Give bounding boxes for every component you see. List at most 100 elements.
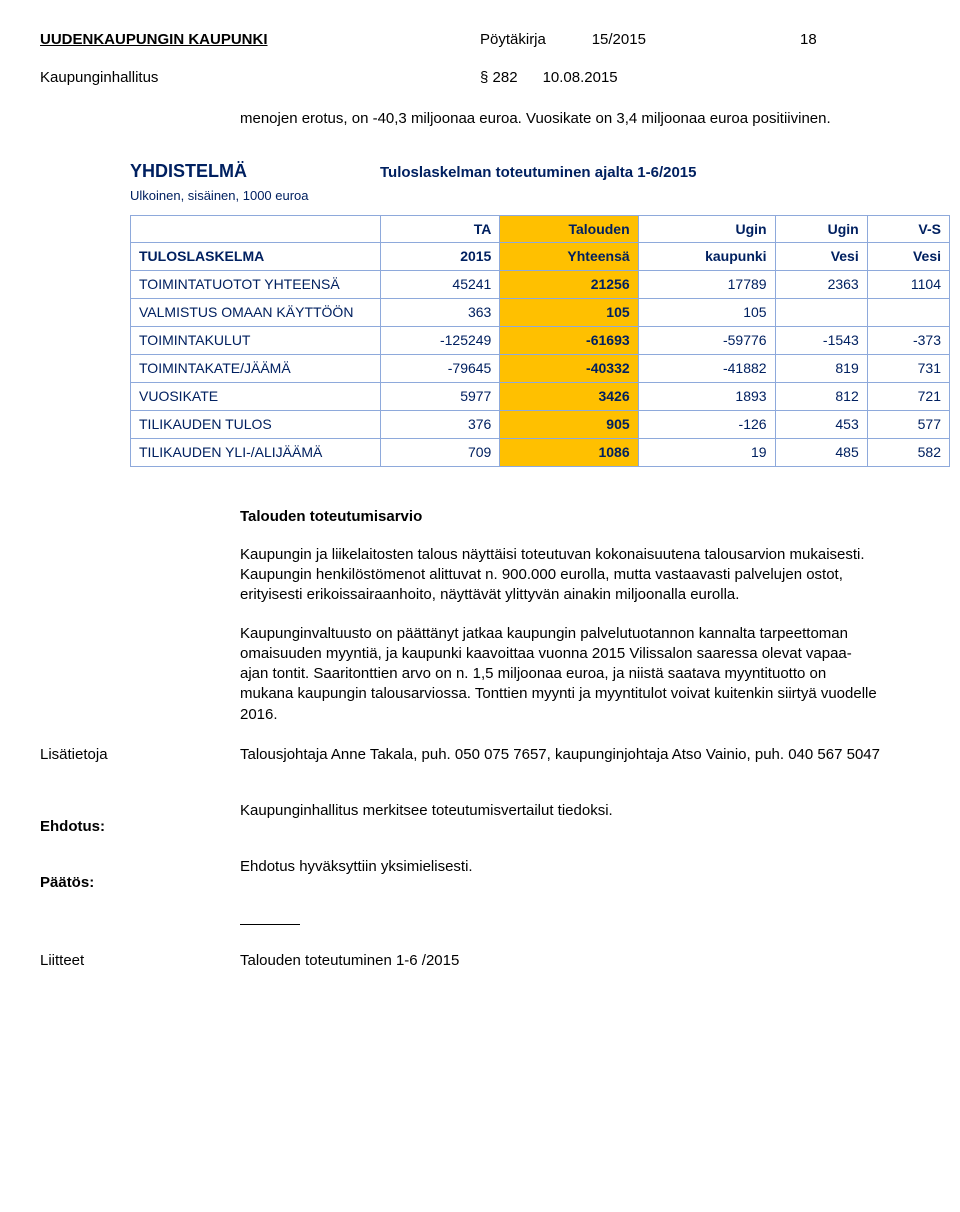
row-ta: 45241 <box>381 271 500 299</box>
table-head-row1: TA Talouden Ugin Ugin V-S <box>131 215 950 243</box>
paatos-row: Päätös: Ehdotus hyväksyttiin yksimielise… <box>40 857 920 893</box>
paatos-text: Ehdotus hyväksyttiin yksimielisesti. <box>240 857 880 877</box>
row-label: TILIKAUDEN YLI-/ALIJÄÄMÄ <box>131 438 381 466</box>
table-row: TOIMINTAKATE/JÄÄMÄ -79645 -40332 -41882 … <box>131 355 950 383</box>
row-label: VALMISTUS OMAAN KÄYTTÖÖN <box>131 299 381 327</box>
ehdotus-text: Kaupunginhallitus merkitsee toteutumisve… <box>240 801 880 821</box>
row-ta: -125249 <box>381 327 500 355</box>
row-ta: 5977 <box>381 382 500 410</box>
row-ugin-k: 17789 <box>638 271 775 299</box>
row-vs-v: 577 <box>867 410 949 438</box>
row-ugin-v: 485 <box>775 438 867 466</box>
doc-header: UUDENKAUPUNGIN KAUPUNKI Pöytäkirja 15/20… <box>40 30 920 50</box>
th-ta: 2015 <box>381 243 500 271</box>
ehdotus-label: Ehdotus: <box>40 817 240 837</box>
intro-paragraph: menojen erotus, on -40,3 miljoonaa euroa… <box>240 109 880 129</box>
row-ugin-v: 819 <box>775 355 867 383</box>
header-page: 18 <box>800 30 920 50</box>
table-row: TILIKAUDEN YLI-/ALIJÄÄMÄ 709 1086 19 485… <box>131 438 950 466</box>
row-ta: 363 <box>381 299 500 327</box>
row-ugin-k: 19 <box>638 438 775 466</box>
row-ugin-k: 1893 <box>638 382 775 410</box>
sub-section: § 282 10.08.2015 <box>480 68 800 88</box>
th-ugin-k: kaupunki <box>638 243 775 271</box>
separator-line <box>240 924 300 925</box>
table-body: TOIMINTATUOTOT YHTEENSÄ 45241 21256 1778… <box>131 271 950 466</box>
header-doctype: Pöytäkirja 15/2015 <box>480 30 800 50</box>
row-tot: 3426 <box>500 382 638 410</box>
row-vs-v: 582 <box>867 438 949 466</box>
liitteet-label: Liitteet <box>40 951 240 971</box>
ehdotus-row: Ehdotus: Kaupunginhallitus merkitsee tot… <box>40 801 920 837</box>
section-num: § 282 <box>480 69 518 86</box>
th-ta-top: TA <box>381 215 500 243</box>
th-blank <box>131 215 381 243</box>
lisatietoja-label: Lisätietoja <box>40 745 240 781</box>
table-row: TOIMINTATUOTOT YHTEENSÄ 45241 21256 1778… <box>131 271 950 299</box>
table-row: VALMISTUS OMAAN KÄYTTÖÖN 363 105 105 <box>131 299 950 327</box>
lisatietoja-row: Lisätietoja Talousjohtaja Anne Takala, p… <box>40 745 920 781</box>
row-tot: 1086 <box>500 438 638 466</box>
section-title: Talouden toteutumisarvio <box>240 507 880 527</box>
table-row: TOIMINTAKULUT -125249 -61693 -59776 -154… <box>131 327 950 355</box>
row-ugin-k: -41882 <box>638 355 775 383</box>
row-ugin-v: 453 <box>775 410 867 438</box>
row-ugin-v <box>775 299 867 327</box>
th-uginv-top: Ugin <box>775 215 867 243</box>
row-label: TILIKAUDEN TULOS <box>131 410 381 438</box>
liitteet-row: Liitteet Talouden toteutuminen 1-6 /2015 <box>40 951 920 971</box>
row-vs-v: 731 <box>867 355 949 383</box>
row-tot: -61693 <box>500 327 638 355</box>
row-vs-v: 1104 <box>867 271 949 299</box>
para1: Kaupungin ja liikelaitosten talous näytt… <box>240 545 880 606</box>
para2: Kaupunginvaltuusto on päättänyt jatkaa k… <box>240 624 880 725</box>
intro-block: menojen erotus, on -40,3 miljoonaa euroa… <box>240 109 880 129</box>
row-ugin-k: 105 <box>638 299 775 327</box>
yhdistelma-subtitle-right: Tuloslaskelman toteutuminen ajalta 1-6/2… <box>380 163 920 183</box>
row-ugin-v: -1543 <box>775 327 867 355</box>
row-label: VUOSIKATE <box>131 382 381 410</box>
row-ugin-v: 812 <box>775 382 867 410</box>
row-ta: 376 <box>381 410 500 438</box>
th-ugin-top: Ugin <box>638 215 775 243</box>
row-tot: 105 <box>500 299 638 327</box>
row-tot: -40332 <box>500 355 638 383</box>
table-row: VUOSIKATE 5977 3426 1893 812 721 <box>131 382 950 410</box>
th-tot-top: Talouden <box>500 215 638 243</box>
lisatietoja-text: Talousjohtaja Anne Takala, puh. 050 075 … <box>240 745 880 765</box>
doc-subheader: Kaupunginhallitus § 282 10.08.2015 <box>40 68 920 88</box>
table-head-row2: TULOSLASKELMA 2015 Yhteensä kaupunki Ves… <box>131 243 950 271</box>
sub-pg-spacer <box>800 68 920 88</box>
row-ta: -79645 <box>381 355 500 383</box>
th-ugin-v: Vesi <box>775 243 867 271</box>
row-label: TOIMINTAKULUT <box>131 327 381 355</box>
yhdistelma-heading: YHDISTELMÄ Tuloslaskelman toteutuminen a… <box>130 159 920 183</box>
row-ta: 709 <box>381 438 500 466</box>
row-vs-v <box>867 299 949 327</box>
yhdistelma-title: YHDISTELMÄ <box>130 159 380 183</box>
th-label: TULOSLASKELMA <box>131 243 381 271</box>
row-label: TOIMINTAKATE/JÄÄMÄ <box>131 355 381 383</box>
row-vs-v: 721 <box>867 382 949 410</box>
row-ugin-v: 2363 <box>775 271 867 299</box>
liitteet-text: Talouden toteutuminen 1-6 /2015 <box>240 951 459 971</box>
row-ugin-k: -126 <box>638 410 775 438</box>
doc-num: 15/2015 <box>592 31 646 48</box>
th-tot: Yhteensä <box>500 243 638 271</box>
th-vs-top: V-S <box>867 215 949 243</box>
header-org: UUDENKAUPUNGIN KAUPUNKI <box>40 30 480 50</box>
paatos-label: Päätös: <box>40 873 240 893</box>
body-block: Talouden toteutumisarvio Kaupungin ja li… <box>240 507 880 725</box>
row-label: TOIMINTATUOTOT YHTEENSÄ <box>131 271 381 299</box>
table-row: TILIKAUDEN TULOS 376 905 -126 453 577 <box>131 410 950 438</box>
row-tot: 905 <box>500 410 638 438</box>
tuloslaskelma-table: TA Talouden Ugin Ugin V-S TULOSLASKELMA … <box>130 215 950 467</box>
row-vs-v: -373 <box>867 327 949 355</box>
yhdistelma-subtitle: Ulkoinen, sisäinen, 1000 euroa <box>130 187 920 205</box>
row-ugin-k: -59776 <box>638 327 775 355</box>
th-vs-v: Vesi <box>867 243 949 271</box>
doc-type: Pöytäkirja <box>480 31 546 48</box>
row-tot: 21256 <box>500 271 638 299</box>
sub-body: Kaupunginhallitus <box>40 68 480 88</box>
section-date: 10.08.2015 <box>543 69 618 86</box>
